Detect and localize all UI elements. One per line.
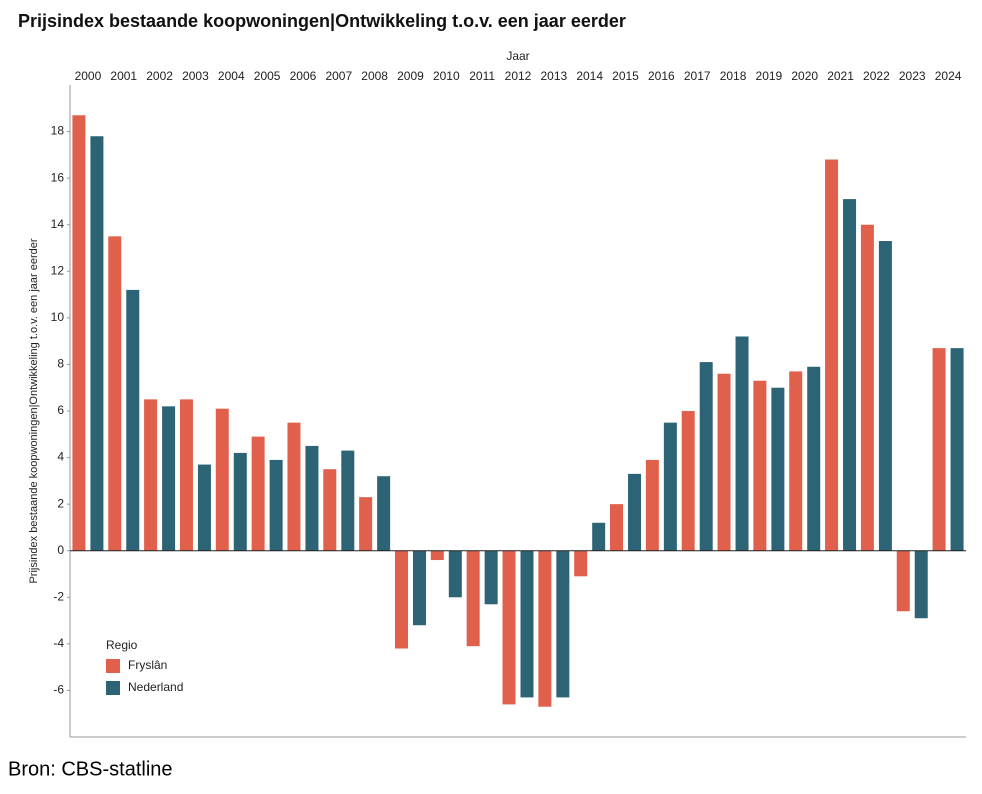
bar: [771, 387, 785, 551]
x-tick-label: 2009: [397, 69, 424, 83]
bar: [251, 436, 265, 551]
y-tick-label: 12: [51, 263, 65, 277]
bar: [305, 445, 319, 551]
bar: [287, 422, 301, 551]
x-tick-label: 2013: [540, 69, 567, 83]
x-tick-label: 2023: [899, 69, 926, 83]
y-tick-label: 8: [57, 357, 64, 371]
x-tick-label: 2021: [827, 69, 854, 83]
bar: [466, 550, 480, 647]
x-tick-label: 2020: [791, 69, 818, 83]
y-tick-label: 2: [57, 496, 64, 510]
chart-title: Prijsindex bestaande koopwoningen|Ontwik…: [18, 11, 626, 31]
bar: [628, 473, 642, 551]
y-axis-title: Prijsindex bestaande koopwoningen|Ontwik…: [28, 238, 40, 583]
y-tick-label: 10: [51, 310, 65, 324]
legend-title: Regio: [106, 638, 138, 652]
bar: [197, 464, 211, 551]
bar: [538, 550, 552, 707]
y-tick-label: 0: [57, 543, 64, 557]
y-tick-label: 4: [57, 450, 64, 464]
bar: [484, 550, 498, 605]
bar: [610, 504, 624, 551]
bar: [574, 550, 588, 577]
legend-swatch: [106, 659, 120, 673]
bar: [860, 224, 874, 551]
legend-label: Fryslân: [128, 658, 167, 672]
bar: [556, 550, 570, 698]
y-tick-label: 14: [51, 217, 65, 231]
bar: [699, 362, 713, 551]
x-tick-label: 2016: [648, 69, 675, 83]
bar: [394, 550, 408, 649]
x-tick-label: 2003: [182, 69, 209, 83]
bar: [878, 241, 892, 551]
bar: [520, 550, 534, 698]
legend-swatch: [106, 681, 120, 695]
x-tick-label: 2019: [756, 69, 783, 83]
bar: [72, 115, 86, 551]
bar: [896, 550, 910, 612]
bar: [735, 336, 749, 551]
bar: [215, 408, 229, 551]
y-tick-label: -6: [53, 683, 64, 697]
bar: [914, 550, 928, 619]
bar: [179, 399, 193, 551]
bar: [233, 452, 247, 551]
x-tick-label: 2004: [218, 69, 245, 83]
bar: [144, 399, 158, 551]
bar: [448, 550, 462, 598]
bar: [592, 522, 606, 551]
bar: [753, 380, 767, 551]
x-tick-label: 2012: [505, 69, 532, 83]
bar: [90, 136, 104, 551]
x-tick-label: 2015: [612, 69, 639, 83]
bar: [502, 550, 516, 705]
source: Bron: CBS-statline: [8, 758, 173, 780]
bar: [717, 373, 731, 551]
bar: [807, 366, 821, 551]
y-tick-label: 16: [51, 170, 65, 184]
x-tick-label: 2011: [469, 69, 495, 83]
bar: [162, 406, 176, 551]
x-tick-label: 2014: [576, 69, 603, 83]
bar: [269, 459, 283, 551]
bar: [359, 497, 373, 551]
bar: [645, 459, 659, 551]
bar: [950, 348, 964, 551]
y-tick-label: -2: [53, 589, 64, 603]
bar: [932, 348, 946, 551]
x-tick-label: 2005: [254, 69, 281, 83]
bar: [681, 411, 695, 551]
y-tick-label: -4: [53, 636, 64, 650]
x-axis-title: Jaar: [506, 49, 529, 63]
x-tick-label: 2018: [720, 69, 747, 83]
x-tick-label: 2022: [863, 69, 890, 83]
bar: [126, 289, 140, 551]
y-tick-label: 6: [57, 403, 64, 417]
bar: [323, 469, 337, 551]
x-tick-label: 2024: [935, 69, 962, 83]
bar: [825, 159, 839, 551]
x-tick-label: 2001: [110, 69, 137, 83]
bar: [789, 371, 803, 551]
x-tick-label: 2017: [684, 69, 711, 83]
x-tick-label: 2006: [290, 69, 317, 83]
x-tick-label: 2000: [75, 69, 102, 83]
bar: [341, 450, 355, 551]
bar: [412, 550, 426, 626]
bar: [843, 199, 857, 551]
y-tick-label: 18: [51, 124, 65, 138]
x-tick-label: 2002: [146, 69, 173, 83]
x-tick-label: 2008: [361, 69, 388, 83]
bar: [430, 550, 444, 561]
x-tick-label: 2007: [325, 69, 352, 83]
bar: [663, 422, 677, 551]
legend-label: Nederland: [128, 680, 183, 694]
bar: [377, 476, 391, 551]
x-tick-label: 2010: [433, 69, 460, 83]
bar: [108, 236, 122, 551]
